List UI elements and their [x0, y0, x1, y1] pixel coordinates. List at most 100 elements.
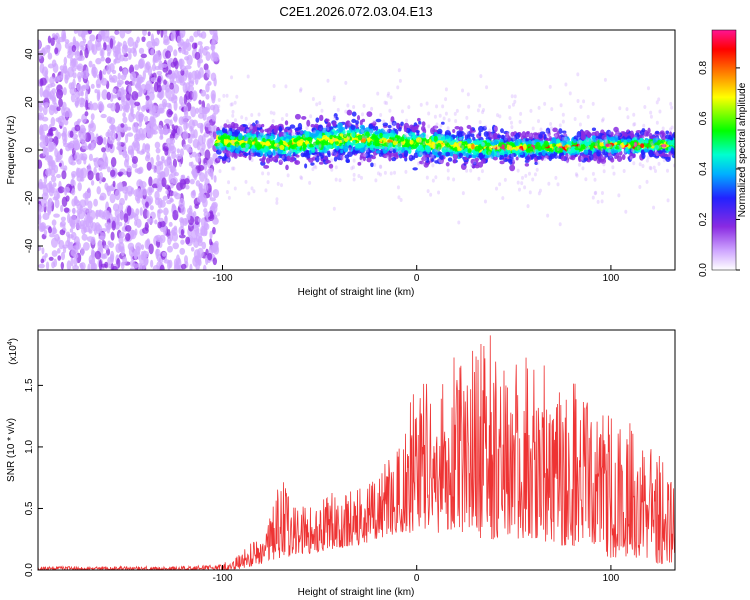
spectrogram-cell [670, 125, 674, 130]
spectrogram-cell [266, 171, 270, 176]
spectrogram-cell [275, 197, 279, 202]
spectrogram-cell [422, 141, 426, 146]
spectrogram-cell [429, 192, 433, 197]
spectrogram-cell [427, 111, 431, 116]
spectrogram-cell [604, 153, 609, 158]
spectrogram-cell [225, 190, 229, 195]
spectrogram-cell [233, 186, 237, 191]
spectrogram-cell [452, 158, 457, 164]
spectrogram-cell [584, 140, 590, 147]
spectrogram-cell [64, 39, 70, 44]
spectrogram-cell [465, 168, 469, 173]
spectrogram-cell [49, 184, 54, 190]
spectrogram-cell [364, 127, 371, 133]
spectrogram-cell [391, 156, 397, 162]
spectrogram-cell [657, 97, 661, 102]
spectrogram-cell [437, 157, 441, 162]
spectrogram-cell [342, 133, 348, 139]
spectrogram-cell [512, 136, 516, 141]
spectrogram-cell [74, 50, 80, 61]
spectrogram-cell [311, 148, 316, 153]
spectrogram-cell [521, 175, 525, 180]
spectrogram-cell [325, 142, 331, 146]
spectrogram-cell [444, 87, 448, 92]
spectrogram-cell [632, 153, 636, 158]
spectrogram-cell [82, 192, 89, 199]
spectrogram-cell [245, 128, 249, 133]
spectrogram-cell [387, 124, 392, 129]
spectrogram-cell [119, 211, 125, 221]
spectrogram-cell [361, 118, 366, 123]
spectrogram-cell [90, 83, 95, 89]
spectrogram-cell [231, 127, 235, 132]
spectrogram-cell [78, 97, 85, 106]
spectrogram-cell [42, 212, 50, 221]
spectrogram-cell [653, 168, 657, 173]
spectrogram-cell [79, 262, 83, 268]
spectrogram-cell [101, 30, 107, 37]
spectrogram-cell [284, 146, 289, 151]
spectrogram-cell [226, 119, 230, 124]
spectrogram-cell [359, 124, 365, 129]
spectrogram-cell [272, 111, 276, 116]
spectrogram-cell [313, 129, 317, 134]
spectrogram-cell [431, 155, 437, 159]
spectrogram-cell [209, 206, 216, 212]
spectrogram-cell [657, 161, 661, 166]
spectrogram-cell [651, 143, 655, 148]
spectrogram-cell [508, 153, 514, 159]
spectrogram-cell [498, 114, 502, 119]
spectrogram-cell [168, 221, 173, 227]
spectrogram-cell [343, 145, 349, 152]
spectrogram-cell [92, 157, 98, 162]
spectrogram-cell [446, 168, 450, 173]
spectrogram-cell [279, 144, 285, 151]
spectrogram-cell [173, 171, 179, 177]
spectrogram-cell [291, 131, 295, 136]
spectrogram-cell [389, 132, 395, 138]
spectrogram-cell [362, 152, 366, 157]
spectrogram-cell [311, 167, 315, 172]
spectrogram-cell [452, 177, 456, 182]
spectrogram-cell [467, 143, 473, 150]
spectrogram-cell [296, 140, 302, 147]
spectrogram-cell [397, 195, 401, 200]
spectrogram-cell [347, 135, 351, 140]
spectrogram-cell [403, 150, 409, 157]
spectrogram-cell [39, 86, 44, 98]
spectrogram-cell [534, 161, 539, 165]
spectrogram-cell [474, 157, 480, 162]
spectrogram-cell [38, 222, 46, 233]
spectrogram-cell [527, 171, 531, 176]
spectrogram-cell [164, 50, 171, 59]
spectrogram-cell [425, 139, 430, 144]
spectrogram-cell [87, 200, 93, 210]
colorbar-label: Normalized spectral amplitude [737, 82, 748, 217]
spectrogram-cell [244, 126, 250, 132]
spectrogram-cell [212, 209, 216, 216]
spectrogram-cell [482, 108, 486, 113]
spectrogram-cell [602, 162, 606, 167]
spectrogram-cell [396, 185, 400, 190]
spectrogram-cell [655, 136, 659, 141]
spectrogram-cell [142, 30, 147, 36]
spectrogram-cell [40, 197, 48, 208]
spectrogram-cell [257, 123, 261, 128]
spectrogram-cell [511, 149, 516, 154]
spectrogram-cell [462, 151, 467, 157]
spectrogram-cell [160, 155, 165, 162]
spectrogram-cell [529, 151, 533, 156]
spectrogram-cell [197, 58, 204, 64]
spectrogram-cell [638, 184, 642, 189]
spectrogram-cell [231, 109, 235, 114]
spectrogram-cell [599, 142, 604, 147]
spectrogram-cell [630, 148, 634, 153]
spectrogram-cell [53, 213, 60, 218]
spectrogram-cell [81, 233, 88, 241]
spectrogram-cell [510, 131, 515, 137]
spectrogram-cell [562, 130, 567, 134]
spectrogram-cell [557, 147, 563, 154]
spectrogram-cell [50, 237, 58, 248]
spectrogram-cell [254, 137, 258, 143]
spectrogram-cell [61, 130, 67, 142]
